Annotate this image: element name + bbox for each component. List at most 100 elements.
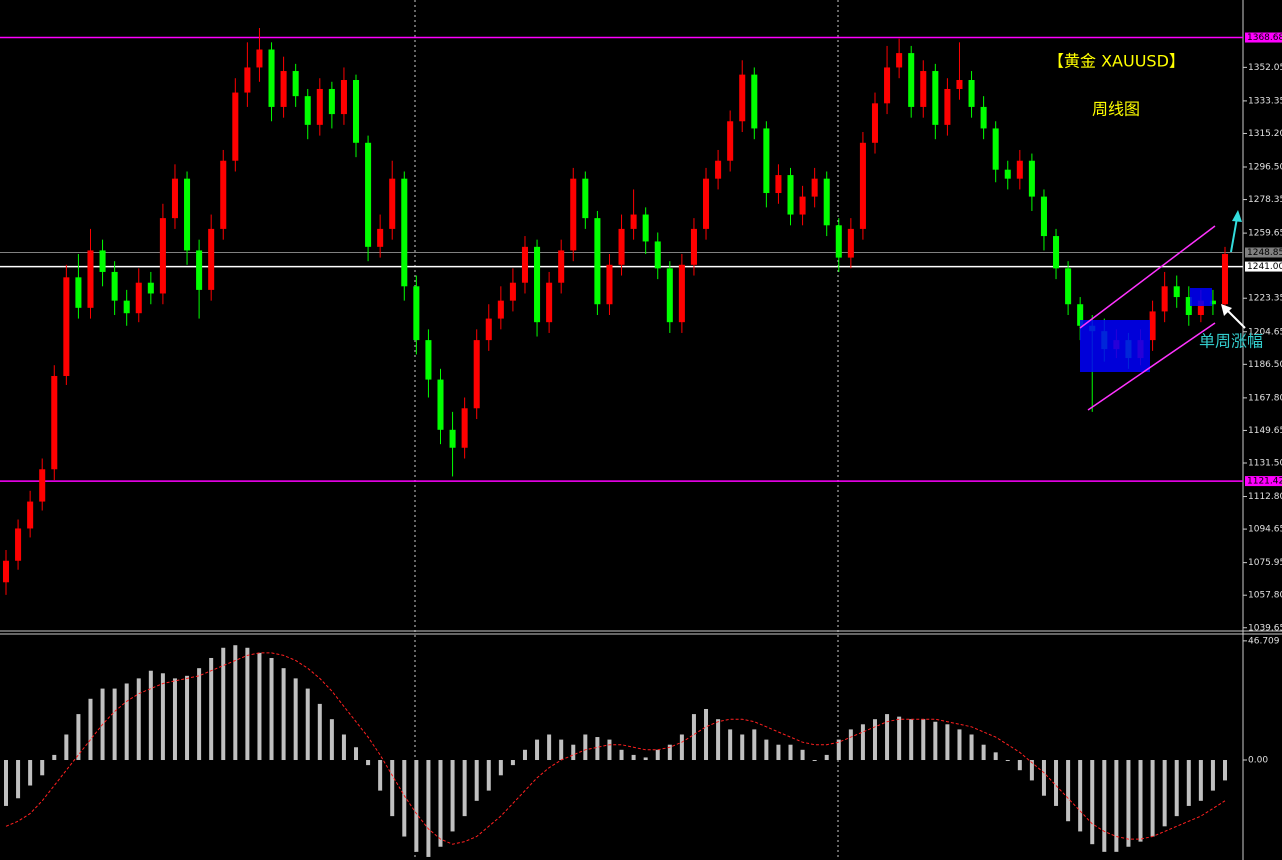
candle-body bbox=[666, 268, 673, 323]
macd-bar bbox=[559, 739, 564, 761]
macd-bar bbox=[1078, 760, 1083, 832]
candle-body bbox=[1209, 300, 1216, 305]
candle-body bbox=[847, 228, 854, 258]
candle-body bbox=[558, 250, 565, 283]
macd-bar bbox=[1138, 760, 1143, 842]
macd-bar bbox=[679, 734, 684, 761]
candle-body bbox=[594, 218, 601, 305]
chart-subtitle: 周线图 bbox=[1092, 100, 1140, 119]
candle-body bbox=[1065, 268, 1072, 305]
candle-body bbox=[196, 250, 203, 290]
candle-body bbox=[208, 228, 215, 290]
macd-bar bbox=[354, 747, 359, 761]
macd-bar bbox=[595, 737, 600, 761]
candle-body bbox=[920, 71, 927, 107]
macd-bar bbox=[667, 744, 672, 761]
macd-bar bbox=[233, 645, 238, 761]
candle-body bbox=[1077, 304, 1084, 326]
macd-bar bbox=[1066, 760, 1071, 822]
candle-body bbox=[582, 178, 589, 219]
candle-body bbox=[171, 178, 178, 219]
candle-body bbox=[606, 264, 613, 305]
y-tick-label: 1352.05 bbox=[1248, 63, 1282, 73]
macd-bar bbox=[1186, 760, 1191, 806]
macd-bar bbox=[1174, 760, 1179, 817]
chart-title: 【黄金 XAUUSD】 bbox=[1048, 52, 1185, 71]
candle-body bbox=[99, 250, 106, 272]
candle-body bbox=[992, 128, 999, 170]
macd-bar bbox=[860, 724, 865, 761]
y-tick-label: 1075.95 bbox=[1248, 558, 1282, 568]
candle-body bbox=[63, 277, 70, 376]
macd-bar bbox=[462, 760, 467, 817]
macd-bar bbox=[112, 688, 117, 761]
macd-bar bbox=[245, 647, 250, 761]
macd-bar bbox=[52, 754, 57, 761]
candle-body bbox=[944, 88, 951, 125]
candle-body bbox=[316, 88, 323, 125]
y-tick-label: 1112.80 bbox=[1248, 492, 1282, 502]
candle-body bbox=[135, 282, 142, 314]
macd-bar bbox=[571, 744, 576, 761]
price-tag bbox=[1245, 32, 1282, 43]
macd-bar bbox=[486, 760, 491, 791]
arrow-head bbox=[1221, 304, 1232, 316]
macd-bar bbox=[776, 744, 781, 761]
candle-body bbox=[87, 250, 94, 308]
candle-body bbox=[1197, 300, 1204, 315]
candle-body bbox=[1004, 169, 1011, 179]
macd-bar bbox=[185, 675, 190, 761]
candle-body bbox=[485, 318, 492, 341]
arrow bbox=[1225, 308, 1246, 329]
candle-body bbox=[473, 340, 480, 409]
macd-bar bbox=[885, 714, 890, 761]
candle-body bbox=[304, 96, 311, 125]
candle-body bbox=[715, 160, 722, 179]
y-tick-label: 1333.35 bbox=[1248, 96, 1282, 106]
candle-body bbox=[111, 271, 118, 301]
macd-bar bbox=[824, 754, 829, 761]
candle-body bbox=[497, 300, 504, 319]
macd-bar bbox=[1017, 760, 1022, 771]
macd-bar bbox=[933, 721, 938, 761]
macd-bar bbox=[4, 760, 8, 806]
candle-body bbox=[570, 178, 577, 251]
candle-body bbox=[1185, 297, 1192, 315]
macd-bar bbox=[1005, 760, 1010, 762]
macd-bar bbox=[426, 760, 431, 857]
candle-body bbox=[787, 175, 794, 215]
candle-body bbox=[932, 71, 939, 125]
candle-body bbox=[727, 121, 734, 161]
macd-bar bbox=[945, 724, 950, 761]
y-tick-label: 1204.65 bbox=[1248, 327, 1282, 337]
candle-body bbox=[1221, 254, 1229, 305]
macd-bar bbox=[510, 760, 515, 766]
candle-body bbox=[401, 178, 408, 287]
macd-bar bbox=[740, 734, 745, 761]
candle-body bbox=[811, 178, 818, 197]
candle-body bbox=[123, 300, 130, 314]
candle-body bbox=[956, 80, 963, 89]
candle-body bbox=[908, 53, 915, 107]
candle-body bbox=[546, 282, 553, 323]
candle-body bbox=[365, 142, 372, 247]
candle-body bbox=[1149, 311, 1156, 341]
y-tick-label: 1039.65 bbox=[1248, 623, 1282, 633]
price-tag-label: 1248.85 bbox=[1247, 248, 1282, 258]
macd-bar bbox=[836, 739, 841, 761]
arrow-head bbox=[1232, 210, 1242, 222]
macd-bar bbox=[643, 757, 648, 761]
price-tag bbox=[1245, 247, 1282, 258]
y-tick-label: 1259.65 bbox=[1248, 229, 1282, 239]
candle-body bbox=[15, 528, 22, 561]
candle-body bbox=[425, 340, 432, 380]
candle-body bbox=[292, 71, 299, 97]
candle-body bbox=[618, 228, 625, 265]
macd-bar bbox=[341, 734, 346, 761]
macd-bar bbox=[88, 698, 93, 761]
y-tick-label: 1315.20 bbox=[1248, 129, 1282, 139]
macd-bar bbox=[981, 744, 986, 761]
candle-body bbox=[256, 49, 263, 68]
macd-bar bbox=[872, 719, 877, 761]
